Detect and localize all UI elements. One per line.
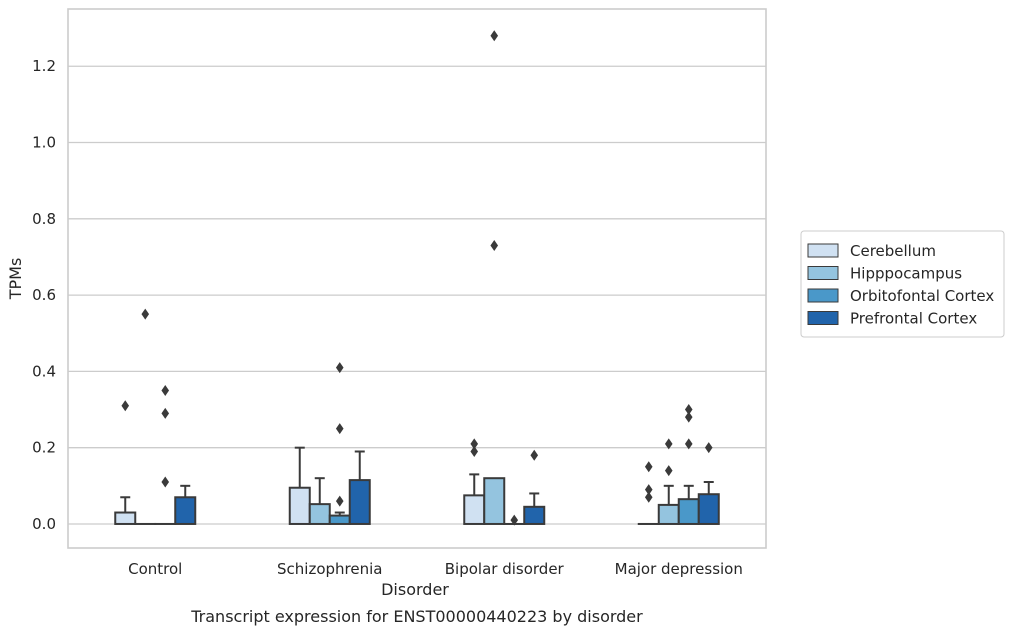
outlier-point [645, 461, 653, 472]
outlier-point [645, 484, 653, 495]
outlier-point [530, 450, 538, 461]
outliers [121, 30, 712, 525]
outlier-point [141, 309, 149, 320]
bars [115, 478, 719, 524]
bar [524, 507, 544, 524]
y-tick-label: 0.4 [32, 362, 56, 380]
x-tick-labels: Control Schizophrenia Bipolar disorder Majo… [128, 560, 743, 578]
plot-frame [68, 9, 766, 548]
legend-swatch [808, 289, 838, 302]
y-tick-label: 0.0 [32, 515, 56, 533]
legend-swatch [808, 267, 838, 280]
x-tick-label: Schizophrenia [277, 560, 382, 578]
outlier-point [121, 400, 129, 411]
bar [484, 478, 504, 524]
outlier-point [336, 496, 344, 507]
legend-swatch [808, 312, 838, 325]
y-tick-label: 0.6 [32, 286, 56, 304]
outlier-point [685, 404, 693, 415]
grid-lines [68, 66, 766, 524]
x-axis-title: Disorder [381, 580, 449, 599]
outlier-point [161, 408, 169, 419]
legend-label: Hipppocampus [850, 265, 962, 283]
outlier-point [490, 240, 498, 251]
legend: Cerebellum Hipppocampus Orbitofontal Corte… [801, 231, 1004, 337]
outlier-point [336, 423, 344, 434]
x-tick-label: Bipolar disorder [445, 560, 565, 578]
outlier-point [705, 442, 713, 453]
bar [310, 504, 330, 524]
bar [175, 497, 195, 524]
outlier-point [490, 30, 498, 41]
legend-label: Cerebellum [850, 242, 936, 260]
bar [699, 494, 719, 524]
y-axis-title: TPMs [6, 258, 25, 301]
outlier-point [161, 385, 169, 396]
y-tick-label: 1.2 [32, 57, 56, 75]
bar [290, 488, 310, 524]
bar [330, 516, 350, 524]
bar [679, 499, 699, 524]
x-tick-label: Control [128, 560, 182, 578]
y-tick-label: 1.0 [32, 134, 56, 152]
chart-caption: Transcript expression for ENST0000044022… [190, 607, 643, 626]
legend-swatch [808, 244, 838, 257]
bar [659, 505, 679, 524]
bar [464, 495, 484, 524]
bar [115, 513, 135, 524]
y-tick-labels: 0.0 0.2 0.4 0.6 0.8 1.0 1.2 [32, 57, 56, 533]
y-tick-label: 0.8 [32, 210, 56, 228]
y-tick-label: 0.2 [32, 439, 56, 457]
error-whiskers [120, 448, 714, 516]
legend-label: Orbitofontal Cortex [850, 287, 994, 305]
legend-label: Prefrontal Cortex [850, 310, 977, 328]
outlier-point [665, 465, 673, 476]
bar [350, 480, 370, 524]
outlier-point [161, 477, 169, 488]
x-tick-label: Major depression [615, 560, 743, 578]
